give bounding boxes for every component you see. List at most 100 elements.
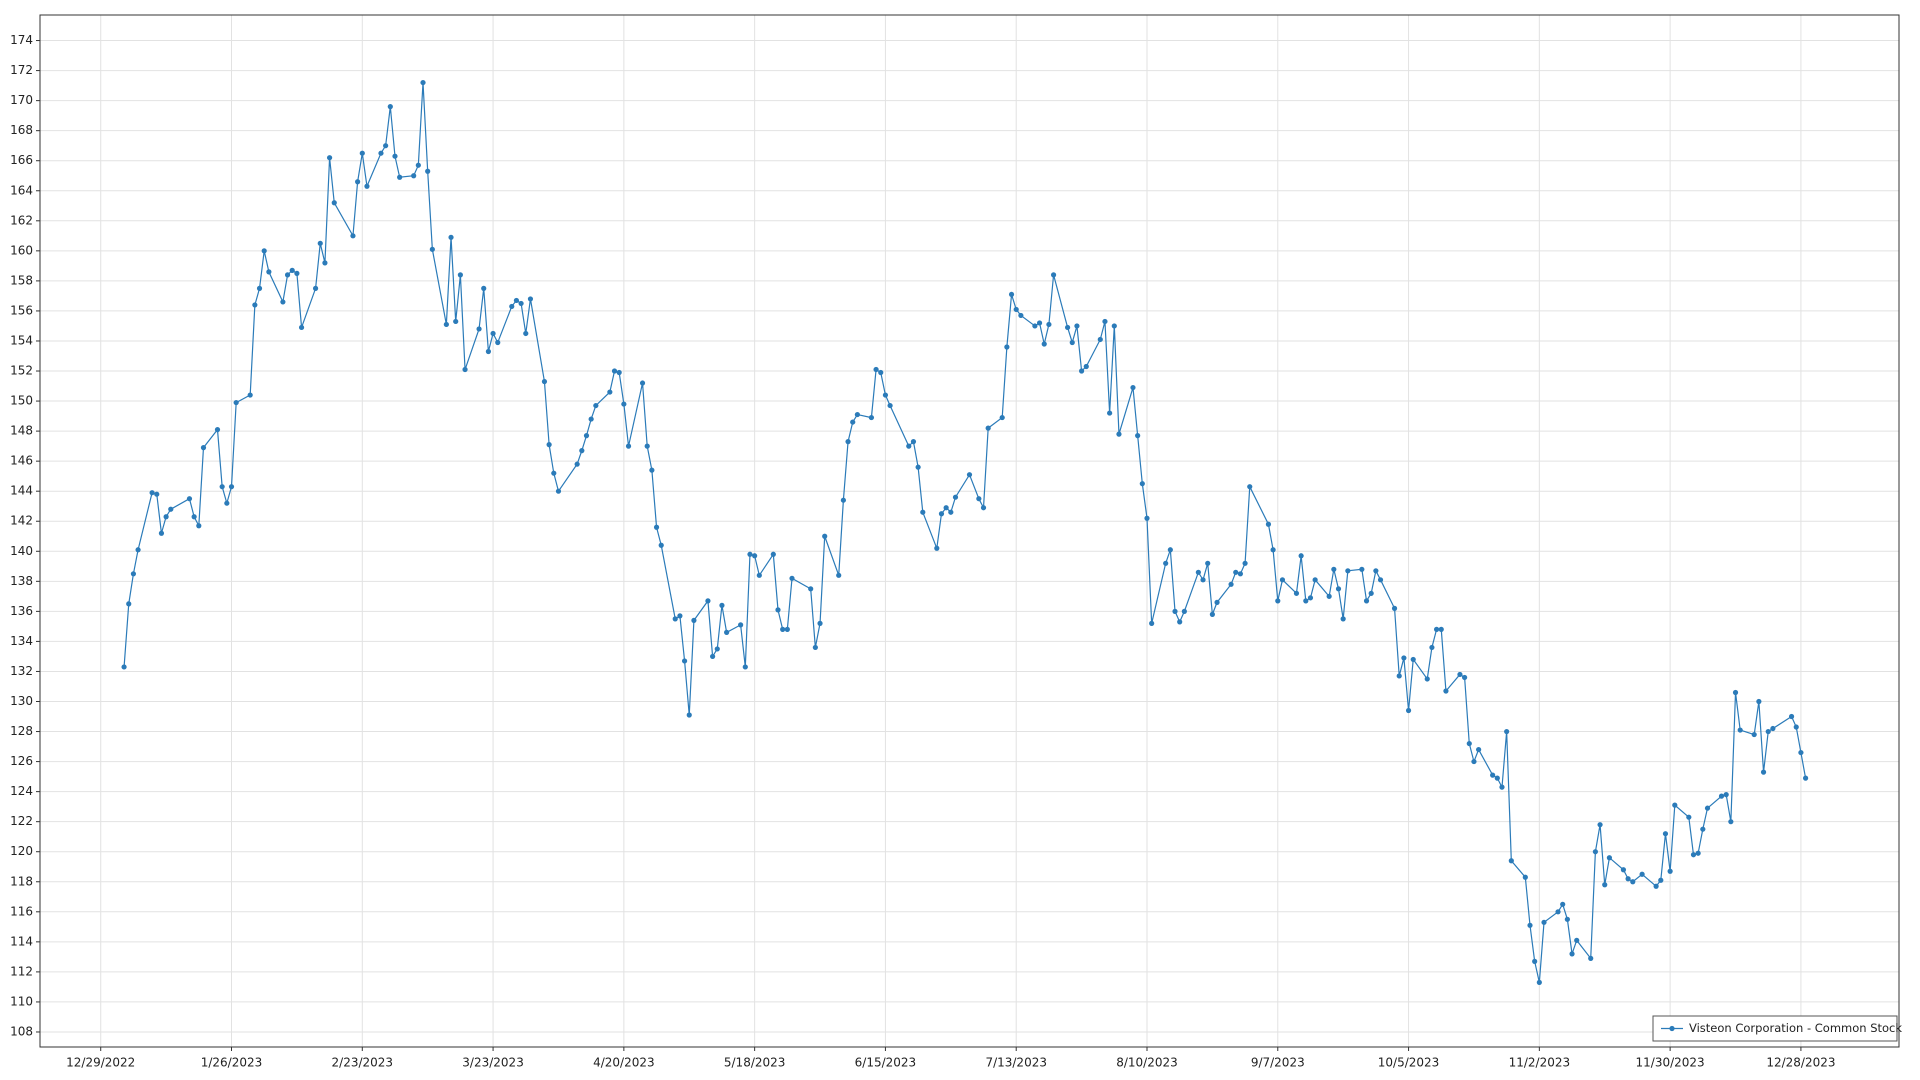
data-point (878, 369, 884, 376)
data-point (1630, 879, 1636, 885)
data-point (1293, 590, 1300, 596)
data-point (1275, 598, 1281, 604)
data-point (1625, 876, 1631, 882)
data-point (1195, 569, 1201, 575)
data-point (261, 248, 267, 254)
data-point (411, 173, 417, 179)
data-point (252, 302, 258, 308)
y-tick-label: 148 (10, 424, 33, 438)
y-tick-label: 140 (10, 544, 33, 558)
data-point (1793, 724, 1799, 730)
data-point (1410, 656, 1416, 663)
data-point (1172, 608, 1178, 614)
data-point (1798, 749, 1804, 756)
data-point (1672, 802, 1678, 808)
x-tick-label: 11/30/2023 (1636, 1056, 1705, 1070)
data-point (228, 484, 235, 490)
data-point (644, 443, 650, 449)
data-point (621, 401, 627, 407)
data-point (350, 233, 356, 239)
data-point (1504, 728, 1510, 735)
y-tick-label: 154 (10, 333, 33, 347)
data-point (1312, 577, 1318, 583)
data-point (1602, 882, 1608, 888)
data-point (1653, 883, 1659, 889)
data-point (616, 369, 622, 376)
data-point (1597, 822, 1603, 828)
data-point (196, 523, 202, 529)
data-point (1265, 521, 1272, 527)
data-point (1233, 569, 1239, 575)
y-tick-label: 132 (10, 664, 33, 678)
data-point (541, 378, 548, 385)
data-point (607, 389, 613, 395)
data-point (1144, 515, 1150, 521)
data-point (1405, 707, 1412, 714)
data-point (1097, 336, 1103, 343)
y-tick-label: 168 (10, 123, 33, 137)
data-point (574, 461, 580, 467)
data-point (378, 150, 384, 156)
data-point (1368, 590, 1374, 596)
data-point (546, 442, 552, 448)
data-point (579, 448, 585, 454)
data-point (1569, 951, 1575, 957)
data-point (868, 414, 875, 421)
data-point (943, 505, 949, 511)
data-point (966, 472, 973, 478)
data-point (1139, 481, 1145, 487)
data-point (331, 200, 337, 206)
data-point (1345, 568, 1351, 574)
data-point (1107, 410, 1113, 416)
y-tick-label: 160 (10, 243, 33, 257)
data-point (523, 330, 529, 337)
data-point (1279, 577, 1286, 583)
data-point (1083, 363, 1089, 370)
y-tick-label: 136 (10, 604, 33, 618)
data-point (934, 545, 940, 551)
data-point (845, 439, 851, 445)
data-point (495, 339, 501, 346)
data-point (443, 321, 449, 328)
data-point (812, 644, 818, 651)
data-point (724, 629, 730, 635)
data-point (784, 626, 790, 632)
data-point (1111, 323, 1117, 329)
data-point (938, 511, 945, 517)
data-point (1574, 937, 1580, 943)
data-point (714, 646, 720, 652)
y-tick-label: 110 (10, 994, 33, 1008)
y-tick-label: 152 (10, 364, 33, 378)
data-point (429, 246, 435, 252)
y-tick-label: 108 (10, 1024, 33, 1038)
data-point (256, 285, 263, 291)
x-tick-label: 9/7/2023 (1251, 1056, 1305, 1070)
data-point (1667, 868, 1673, 874)
data-point (1429, 644, 1435, 651)
data-point (653, 524, 660, 530)
data-point (1532, 958, 1538, 964)
data-point (1298, 553, 1304, 559)
data-point (1335, 586, 1342, 592)
data-point (1765, 728, 1771, 735)
x-tick-label: 6/15/2023 (855, 1056, 917, 1070)
data-point (1214, 599, 1220, 605)
data-point (1658, 877, 1664, 883)
data-point (719, 602, 725, 608)
data-point (1555, 909, 1561, 915)
data-point (1163, 560, 1169, 566)
data-point (738, 622, 744, 628)
x-tick-label: 12/29/2022 (66, 1056, 135, 1070)
y-tick-label: 130 (10, 694, 33, 708)
data-point (686, 712, 692, 718)
data-point (1508, 858, 1514, 864)
data-point (1471, 758, 1477, 765)
data-point (1008, 291, 1015, 298)
y-tick-label: 124 (10, 784, 33, 798)
y-tick-label: 172 (10, 63, 33, 77)
data-point (1592, 849, 1598, 855)
data-point (191, 514, 197, 520)
data-point (1462, 674, 1468, 681)
